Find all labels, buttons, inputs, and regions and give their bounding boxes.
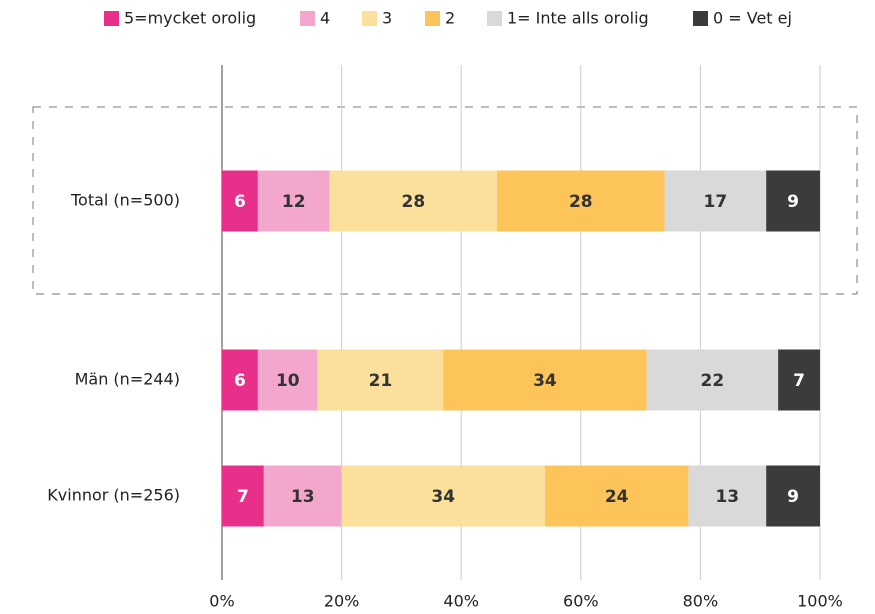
legend-label: 4	[320, 9, 330, 28]
value-label: 34	[431, 487, 455, 507]
bar-segment	[778, 349, 820, 411]
bar-segment	[257, 349, 318, 411]
value-label: 28	[569, 192, 593, 212]
legend-swatch	[693, 11, 708, 26]
bar-segment	[329, 170, 498, 232]
x-tick-label: 0%	[209, 592, 234, 611]
bar-segment	[443, 349, 647, 411]
x-tick-label: 40%	[443, 592, 479, 611]
value-label: 21	[369, 371, 393, 391]
bar-segment	[766, 170, 820, 232]
legend-swatch	[104, 11, 119, 26]
bar-segment	[664, 170, 767, 232]
bar-segment	[766, 465, 820, 527]
value-label: 28	[402, 192, 426, 212]
x-tick-label: 80%	[683, 592, 719, 611]
legend-swatch	[362, 11, 377, 26]
legend-swatch	[487, 11, 502, 26]
value-label: 22	[701, 371, 725, 391]
value-label: 10	[276, 371, 300, 391]
legend-label: 0 = Vet ej	[713, 9, 792, 28]
x-tick-label: 100%	[797, 592, 843, 611]
bar-segment	[222, 465, 264, 527]
x-tick-label: 60%	[563, 592, 599, 611]
legend-label: 5=mycket orolig	[124, 9, 256, 28]
value-label: 13	[715, 487, 739, 507]
value-label: 9	[787, 487, 799, 507]
category-label: Total (n=500)	[70, 191, 180, 210]
legend-swatch	[425, 11, 440, 26]
value-label: 24	[605, 487, 629, 507]
value-label: 34	[533, 371, 557, 391]
bar-segment	[544, 465, 689, 527]
value-label: 7	[793, 371, 805, 391]
legend-label: 2	[445, 9, 455, 28]
bar-segment	[497, 170, 665, 232]
bar-segment	[263, 465, 342, 527]
highlight-box	[32, 106, 858, 295]
bar-segment	[688, 465, 767, 527]
bar-segment	[222, 170, 258, 232]
category-label: Män (n=244)	[75, 370, 180, 389]
legend-swatch	[300, 11, 315, 26]
x-tick-label: 20%	[324, 592, 360, 611]
value-label: 9	[787, 192, 799, 212]
legend-label: 3	[382, 9, 392, 28]
legend-label: 1= Inte alls orolig	[507, 9, 649, 28]
value-label: 17	[704, 192, 728, 212]
bar-segment	[317, 349, 444, 411]
bar-segment	[257, 170, 330, 232]
value-label: 13	[291, 487, 315, 507]
bar-segment	[646, 349, 779, 411]
value-label: 12	[282, 192, 306, 212]
bar-segment	[341, 465, 545, 527]
value-label: 6	[234, 371, 246, 391]
category-label: Kvinnor (n=256)	[47, 486, 180, 505]
value-label: 6	[234, 192, 246, 212]
value-label: 7	[237, 487, 249, 507]
bar-segment	[222, 349, 258, 411]
